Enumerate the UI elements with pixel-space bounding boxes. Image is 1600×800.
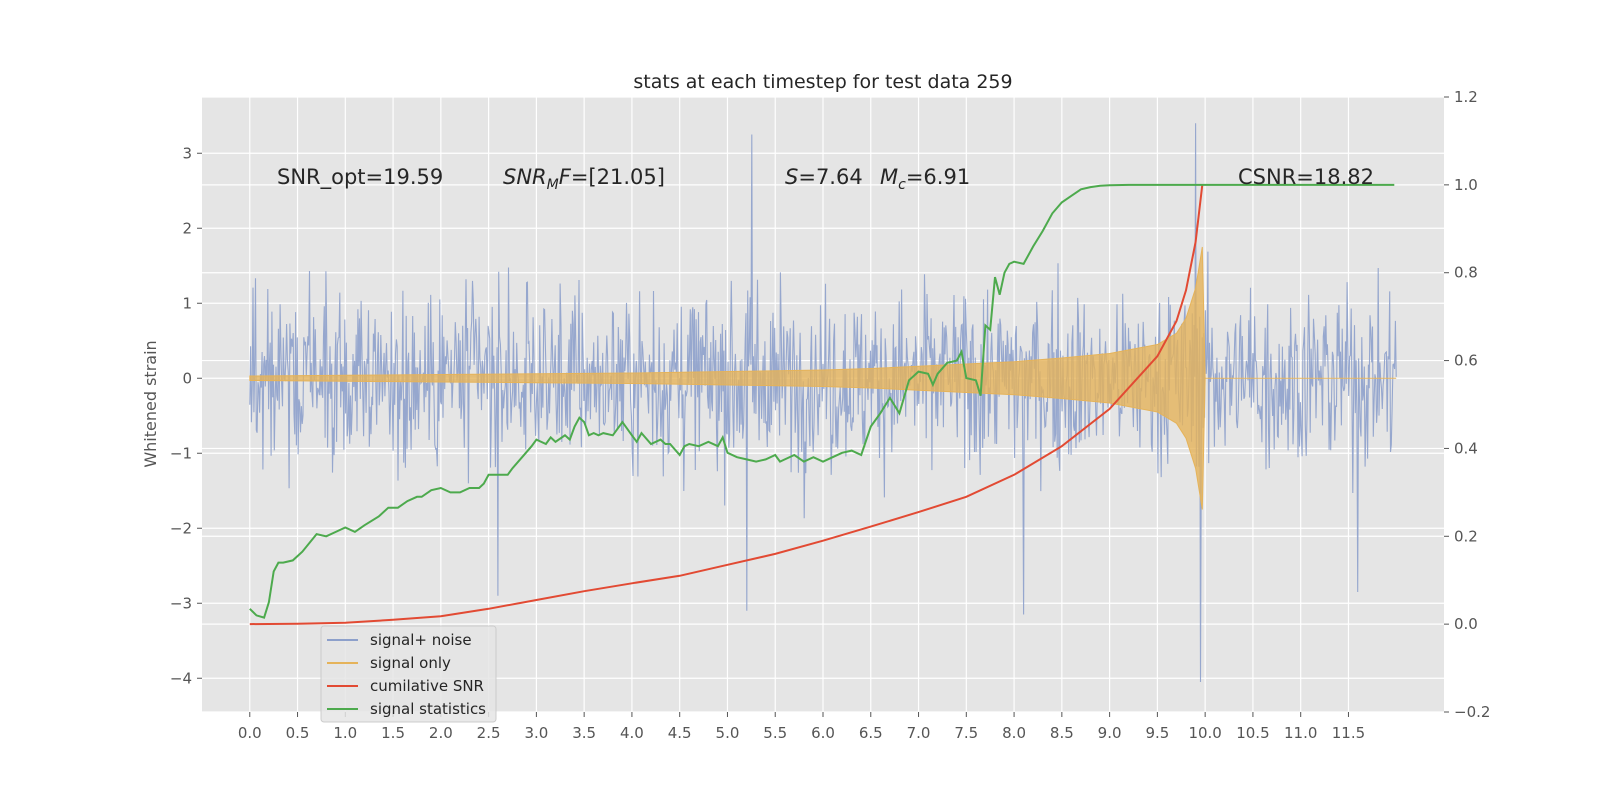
x-tick-label: 11.0 <box>1284 724 1317 742</box>
y2-tick-label: 0.6 <box>1454 352 1478 370</box>
y2-tick-label: 1.2 <box>1454 88 1478 106</box>
x-tick-label: 8.0 <box>1002 724 1026 742</box>
x-tick-label: 1.5 <box>381 724 405 742</box>
s-value: =7.64 <box>798 165 862 189</box>
series-signal-noise <box>249 123 1397 683</box>
annotation-snr-opt: SNR_opt=19.59 <box>277 165 443 190</box>
annotation-s: S=7.64 <box>785 165 863 189</box>
y-tick-label: 0 <box>182 369 192 387</box>
x-tick-label: 9.0 <box>1098 724 1122 742</box>
y-tick-label: −2 <box>170 519 192 537</box>
chart-title: stats at each timestep for test data 259 <box>633 71 1012 93</box>
legend-label-cumulative-snr: cumilative SNR <box>370 677 484 695</box>
y-tick-label: −4 <box>170 669 192 687</box>
x-tick-label: 10.0 <box>1188 724 1221 742</box>
y2-tick-label: 0.4 <box>1454 439 1478 457</box>
x-tick-label: 5.0 <box>716 724 740 742</box>
annotations: SNR_opt=19.59 SNRMF=[21.05] S=7.64 Mc=6.… <box>277 165 1374 193</box>
mc-symbol: M <box>880 165 898 189</box>
x-tick-label: 4.5 <box>668 724 692 742</box>
y-tick-label: 3 <box>182 144 192 162</box>
annotation-snr-mf: SNRMF=[21.05] <box>503 165 665 193</box>
x-tick-label: 11.5 <box>1332 724 1365 742</box>
x-tick-label: 3.5 <box>572 724 596 742</box>
snr-mf-value: =[21.05] <box>571 165 665 189</box>
y2-tick-label: 1.0 <box>1454 176 1478 194</box>
s-symbol: S <box>785 165 798 189</box>
x-tick-label: 1.0 <box>333 724 357 742</box>
legend: signal+ noise signal only cumilative SNR… <box>320 625 497 723</box>
x-tick-label: 2.0 <box>429 724 453 742</box>
x-tick-label: 6.0 <box>811 724 835 742</box>
legend-box <box>320 625 497 723</box>
legend-label-signal-statistics: signal statistics <box>370 700 486 718</box>
x-tick-label: 0.5 <box>286 724 310 742</box>
x-tick-label: 8.5 <box>1050 724 1074 742</box>
x-tick-label: 10.5 <box>1236 724 1269 742</box>
y2-tick-label: 0.8 <box>1454 264 1478 282</box>
x-tick-label: 9.5 <box>1145 724 1169 742</box>
snr-mf-subscript: M <box>547 177 559 193</box>
y-axis-label: Whitened strain <box>141 340 160 467</box>
x-tick-label: 2.5 <box>477 724 501 742</box>
mc-value: =6.91 <box>906 165 970 189</box>
series-signal-statistics <box>249 183 1395 619</box>
x-tick-label: 3.0 <box>524 724 548 742</box>
series-cumulative-snr <box>249 184 1204 626</box>
annotation-mc: Mc=6.91 <box>880 165 970 193</box>
legend-label-signal-only: signal only <box>370 654 451 672</box>
axes-layer: 0.0 0.5 1.0 1.5 2.0 2.5 3.0 3.5 4.0 4.5 5.0 5.5 6.0 6… <box>170 88 1491 742</box>
snr-mf-symbol: SNR <box>503 165 547 189</box>
y-tick-label: 2 <box>182 219 192 237</box>
series-layer <box>249 123 1397 683</box>
y-tick-label: 1 <box>182 294 192 312</box>
x-tick-label: 5.5 <box>763 724 787 742</box>
snr-mf-f: F <box>559 165 572 189</box>
y-tick-label: −1 <box>170 444 192 462</box>
y2-tick-label: 0.2 <box>1454 527 1478 545</box>
legend-label-signal-noise: signal+ noise <box>370 631 472 649</box>
x-tick-label: 7.0 <box>907 724 931 742</box>
x-tick-label: 4.0 <box>620 724 644 742</box>
x-tick-label: 0.0 <box>238 724 262 742</box>
mc-subscript: c <box>898 177 906 193</box>
y2-tick-label: −0.2 <box>1454 703 1490 721</box>
annotation-csnr: CSNR=18.82 <box>1238 165 1374 189</box>
y2-tick-label: 0.0 <box>1454 615 1478 633</box>
series-signal-only <box>249 246 1397 510</box>
y-tick-label: −3 <box>170 594 192 612</box>
x-tick-label: 7.5 <box>954 724 978 742</box>
x-tick-label: 6.5 <box>859 724 883 742</box>
